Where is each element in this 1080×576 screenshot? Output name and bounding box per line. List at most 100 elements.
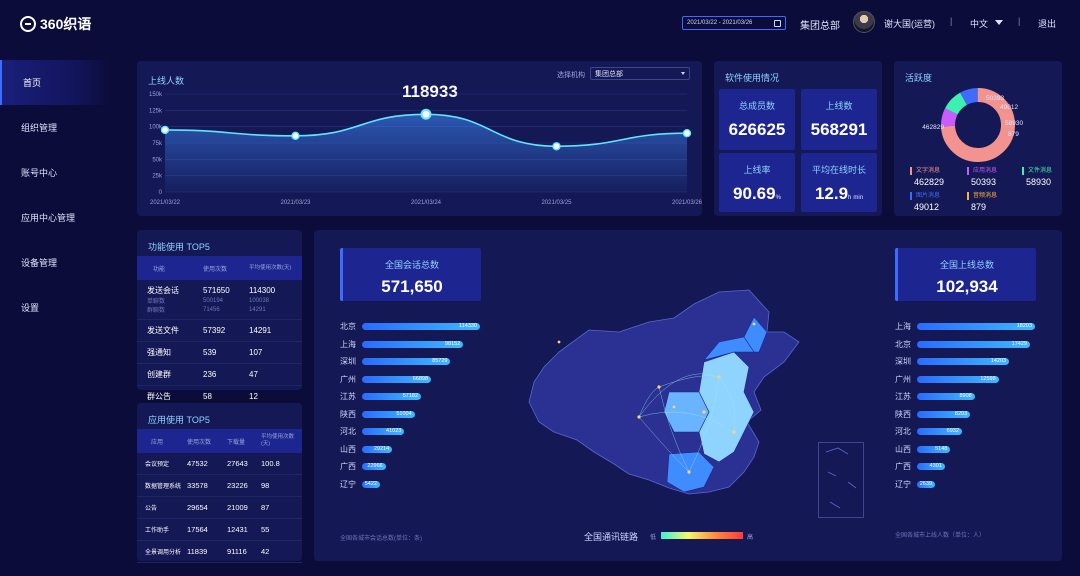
data-point (552, 142, 561, 151)
table-row[interactable]: 发送文件 57392 14291 (137, 320, 302, 342)
logout-link[interactable]: 退出 (1038, 19, 1057, 29)
table-row[interactable]: 强通知 539 107 (137, 342, 302, 364)
sidebar-item-devices[interactable]: 设备管理 (0, 240, 110, 285)
panel-title: 上线人数 (148, 76, 185, 86)
rank-bar: 5148 (917, 445, 951, 453)
cell-downloads: 23226 (227, 481, 248, 490)
sidebar-item-settings[interactable]: 设置 (0, 285, 110, 330)
rank-row[interactable]: 上海 98152 (340, 339, 464, 350)
online-users-chart: 0 25k 50k 75k 100k 125k 150k 2021/03/22 2021/03… (149, 92, 702, 206)
stat-card-total-online: 全国上线总数 102,934 (895, 248, 1036, 301)
table-row[interactable]: 工作助手 17564 12431 55 (137, 519, 302, 541)
rank-row[interactable]: 陕西 8203 (895, 409, 971, 420)
org-select[interactable]: 集团总部 (590, 67, 690, 80)
rank-row[interactable]: 辽宁 5422 (340, 479, 380, 490)
rank-city: 陕西 (340, 409, 356, 419)
language-select[interactable]: 中文 (970, 19, 989, 29)
rank-city: 陕西 (895, 409, 911, 419)
cell-name: 创建群 (147, 370, 171, 379)
panel-title: 功能使用 TOP5 (148, 242, 210, 252)
cell-name: 群聊数 (147, 308, 166, 314)
pie-data-label: 49012 (1000, 104, 1018, 111)
logo[interactable]: 360织语 (20, 14, 91, 34)
user-name[interactable]: 谢大国(运营) (884, 19, 935, 29)
rank-value: 8908 (959, 393, 972, 399)
rank-value: 5422 (364, 480, 377, 487)
sidebar-item-org[interactable]: 组织管理 (0, 105, 110, 150)
column-header: 功能 (153, 266, 166, 273)
rank-city: 辽宁 (895, 479, 911, 489)
stat-value: 568291 (810, 120, 868, 139)
map-region-central (663, 391, 710, 433)
rank-row[interactable]: 广州 12598 (895, 374, 999, 385)
rank-row[interactable]: 广西 22966 (340, 461, 386, 472)
sidebar-item-apps[interactable]: 应用中心管理 (0, 195, 110, 240)
divider: | (1018, 16, 1021, 26)
rank-city: 北京 (340, 322, 356, 331)
stat-card-total-members: 总成员数 626625 (719, 89, 795, 150)
legend-value: 879 (971, 202, 987, 212)
rank-city: 广西 (340, 462, 356, 471)
rank-row[interactable]: 广西 4301 (895, 461, 945, 472)
column-header: 下载量 (227, 439, 246, 446)
x-tick-label: 2021/03/26 (672, 200, 702, 206)
rank-value: 18203 (1016, 323, 1032, 329)
sidebar-item-label: 账号中心 (21, 168, 58, 178)
rank-row[interactable]: 深圳 14203 (895, 356, 1010, 367)
table-row[interactable]: 全景调用分析 11839 91116 42 (137, 541, 302, 563)
cell-count: 47532 (187, 459, 208, 468)
y-tick-label: 50k (152, 157, 163, 163)
cell-name: 数据管理系统 (145, 484, 182, 490)
cell-downloads: 12431 (227, 525, 248, 534)
y-tick-label: 150k (149, 92, 163, 98)
legend-item: 应用消息 50393 (967, 167, 1017, 187)
stat-unit: % (775, 195, 781, 201)
stat-unit: min (853, 195, 864, 201)
rank-row[interactable]: 山西 5148 (895, 444, 951, 455)
cell-count: 58 (203, 392, 212, 401)
stat-unit: h (848, 195, 852, 201)
app-table: 应用 使用次数 下载量 平均使用次数(天) 会议预定 47532 27643 100.… (137, 429, 302, 563)
sidebar-item-accounts[interactable]: 账号中心 (0, 150, 110, 195)
rank-row[interactable]: 上海 18203 (895, 321, 1035, 332)
rank-bar: 22966 (362, 463, 386, 470)
cell-count: 71456 (203, 306, 220, 313)
rank-row[interactable]: 河北 41023 (340, 426, 405, 437)
avatar[interactable] (853, 11, 875, 33)
org-link[interactable]: 集团总部 (800, 21, 840, 32)
rank-bar: 4301 (917, 463, 945, 470)
top-bar: 360织语 2021/03/22 - 2021/03/26 集团总部 谢大国(运… (0, 0, 1080, 46)
rank-row[interactable]: 辽宁 2639 (895, 479, 935, 490)
table-row[interactable]: 创建群 236 47 (137, 364, 302, 386)
table-row[interactable]: 数据管理系统 33578 23226 98 (137, 475, 302, 497)
rank-row[interactable]: 河北 6932 (895, 426, 962, 437)
rank-row[interactable]: 北京 17429 (895, 339, 1030, 350)
table-row[interactable]: 会议预定 47532 27643 100.8 (137, 453, 302, 475)
table-row[interactable]: 公告 29654 21009 87 (137, 497, 302, 519)
chevron-down-icon[interactable] (995, 20, 1003, 25)
pie-slice (941, 88, 1015, 162)
rank-row[interactable]: 深圳 85729 (340, 356, 451, 367)
column-header: 使用次数 (187, 439, 212, 446)
rank-value: 51004 (396, 410, 412, 417)
rank-value: 22966 (367, 463, 383, 469)
cell-avg: 42 (261, 547, 270, 556)
rank-row[interactable]: 江苏 8908 (895, 391, 975, 402)
rank-row[interactable]: 山西 29214 (340, 444, 393, 455)
rank-row[interactable]: 北京 114330 (340, 321, 480, 332)
rank-city: 深圳 (895, 357, 911, 366)
pie-data-label: 879 (1008, 131, 1019, 138)
legend-label: 文件消息 (1022, 167, 1072, 175)
rank-row[interactable]: 陕西 51004 (340, 409, 415, 420)
rank-bar: 6932 (917, 428, 962, 435)
rank-row[interactable]: 广州 66898 (340, 374, 432, 385)
cell-count: 500194 (203, 297, 224, 304)
china-map[interactable] (499, 282, 819, 532)
sidebar: 首页 组织管理 账号中心 应用中心管理 设备管理 设置 (0, 60, 110, 330)
date-range-picker[interactable]: 2021/03/22 - 2021/03/26 (682, 16, 786, 30)
rank-row[interactable]: 江苏 57182 (340, 391, 422, 402)
sidebar-item-label: 组织管理 (21, 123, 58, 133)
map-region-northeast (743, 316, 768, 353)
sidebar-item-home[interactable]: 首页 (0, 60, 110, 105)
table-row[interactable]: 发送会话 571650 114300 单聊数 500194 100038 群聊数 71456 1… (137, 280, 302, 320)
